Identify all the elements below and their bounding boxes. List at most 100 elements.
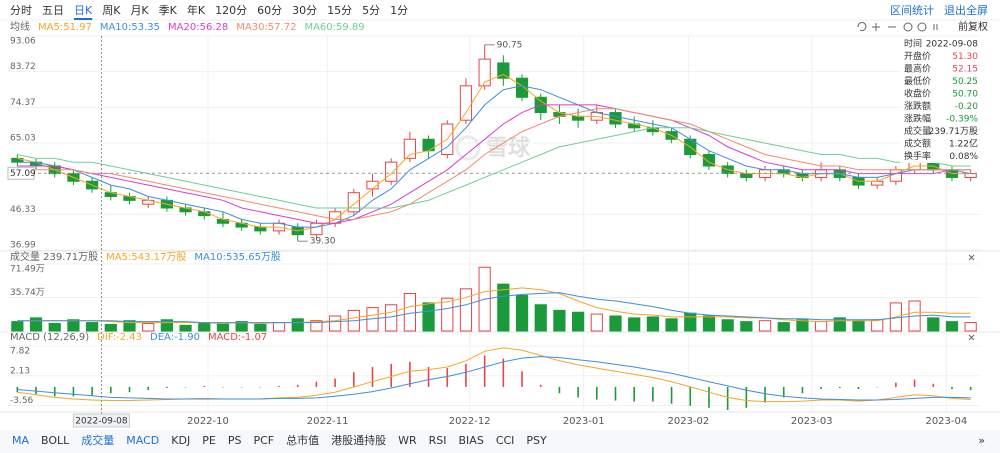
- volume-bar: [235, 321, 248, 332]
- x-tick-label: 2023-04: [925, 416, 967, 427]
- macd-bar: [72, 386, 75, 397]
- volume-bar: [48, 323, 61, 332]
- candle-body: [347, 192, 360, 213]
- indicator-tab[interactable]: 总市值: [286, 433, 319, 447]
- y-tick-label: 65.03: [10, 133, 36, 143]
- macd-bar: [539, 384, 542, 387]
- info-label: 收盘价: [904, 88, 931, 100]
- macd-bar: [652, 386, 654, 402]
- candle-body: [497, 62, 510, 79]
- period-tab[interactable]: 5分: [362, 4, 380, 17]
- cursor-label-box: [72, 413, 130, 428]
- zoom-in-icon[interactable]: [872, 23, 880, 31]
- macd-bar: [315, 381, 318, 387]
- pause-icon[interactable]: [933, 24, 938, 30]
- period-tab[interactable]: 60分: [257, 4, 282, 17]
- period-tab[interactable]: 1分: [390, 4, 408, 17]
- candle-body: [385, 161, 398, 182]
- macd-bar: [128, 386, 131, 393]
- y-tick-label: 36.99: [10, 241, 36, 251]
- y-tick-label: -3.56: [10, 396, 34, 406]
- period-tab[interactable]: 120分: [215, 4, 247, 17]
- volume-bar: [254, 323, 267, 332]
- period-tab[interactable]: 30分: [292, 4, 317, 17]
- info-label: 最高价: [904, 63, 931, 75]
- macd-bar: [670, 386, 673, 404]
- indicator-tab[interactable]: 港股通持股: [331, 433, 386, 447]
- undo-icon[interactable]: [857, 22, 867, 31]
- annotation: 90.75: [497, 40, 523, 50]
- close-macd[interactable]: [968, 334, 975, 341]
- candle-body: [515, 77, 529, 98]
- macd-bar: [820, 386, 822, 390]
- macd-bar: [951, 386, 953, 390]
- legend-entry: 均线: [10, 20, 30, 33]
- volume-bar: [403, 293, 416, 332]
- volume-bar: [740, 321, 753, 332]
- left-icon[interactable]: [903, 22, 913, 32]
- indicator-tab[interactable]: PE: [202, 434, 216, 447]
- macd-bar: [726, 386, 729, 410]
- indicator-tab[interactable]: BOLL: [41, 434, 70, 447]
- close-volume[interactable]: [968, 254, 975, 261]
- period-tab[interactable]: 分时: [10, 4, 32, 17]
- legend-entry: MA20:56.28: [168, 22, 228, 33]
- volume-bar: [721, 319, 734, 332]
- adjust-mode[interactable]: 前复权: [958, 20, 988, 33]
- indicator-tab[interactable]: PS: [228, 434, 242, 447]
- volume-bar: [385, 304, 398, 332]
- period-tab[interactable]: 季K: [159, 4, 178, 17]
- indicator-tab[interactable]: CCI: [496, 434, 515, 447]
- indicator-tab[interactable]: BIAS: [459, 434, 484, 447]
- volume-bar: [29, 317, 43, 332]
- macd-bar: [801, 386, 804, 394]
- info-value: 2022-09-08: [926, 40, 979, 50]
- indicator-tab[interactable]: 成交量: [81, 433, 114, 447]
- toolbar-icons[interactable]: [857, 22, 975, 341]
- period-tab[interactable]: 周K: [102, 4, 121, 17]
- volume-bar: [291, 318, 304, 332]
- period-tab[interactable]: 年K: [187, 3, 206, 17]
- more-tabs[interactable]: »: [978, 434, 985, 447]
- period-tab[interactable]: 15分: [327, 4, 352, 17]
- macd-bar: [91, 386, 93, 396]
- y-tick-label: 7.82: [10, 346, 30, 356]
- top-link[interactable]: 退出全屏: [944, 3, 988, 17]
- macd-bar: [876, 386, 878, 388]
- info-panel: [900, 37, 982, 163]
- indicator-tab[interactable]: PSY: [526, 434, 547, 447]
- macd-bar: [708, 386, 710, 408]
- indicator-tab[interactable]: MACD: [126, 434, 159, 447]
- volume-bar: [758, 320, 772, 332]
- macd-bar: [353, 372, 355, 387]
- candle-body: [609, 112, 622, 125]
- x-tick-label: 2022-10: [187, 416, 229, 427]
- macd-bar: [596, 386, 598, 400]
- period-tab[interactable]: 五日: [42, 4, 64, 17]
- right-icon[interactable]: [917, 22, 927, 32]
- indicator-tab[interactable]: PCF: [253, 434, 274, 447]
- top-link[interactable]: 区间统计: [890, 4, 934, 17]
- volume-bar: [665, 318, 678, 332]
- info-value: 50.25: [952, 77, 978, 87]
- indicator-tab[interactable]: KDJ: [171, 434, 190, 447]
- period-tab[interactable]: 日K: [74, 4, 93, 17]
- info-value: 239.71万股: [929, 126, 979, 137]
- info-label: 最低价: [904, 75, 931, 87]
- legend-entry: MA5:543.17万股: [106, 251, 186, 263]
- volume-bar: [553, 309, 566, 332]
- indicator-tab[interactable]: MA: [12, 434, 29, 447]
- indicator-line: [17, 108, 971, 220]
- indicator-tab[interactable]: WR: [398, 434, 417, 447]
- candle-body: [422, 138, 435, 152]
- period-tab[interactable]: 月K: [130, 4, 149, 17]
- info-label: 成交量: [904, 125, 931, 137]
- volume-bar: [497, 283, 510, 332]
- macd-bar: [259, 386, 262, 388]
- volume-bar: [945, 321, 959, 332]
- volume-bar: [179, 324, 192, 332]
- indicator-tab[interactable]: RSI: [429, 434, 447, 447]
- macd-bar: [222, 386, 224, 388]
- candle-body: [403, 138, 416, 159]
